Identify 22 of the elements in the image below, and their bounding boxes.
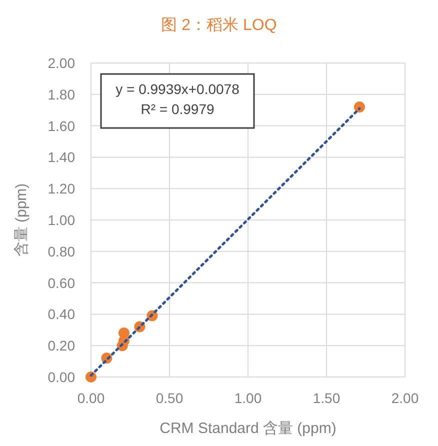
x-tick-label: 0.00 — [77, 390, 105, 406]
y-tick-label: 0.40 — [48, 306, 76, 322]
x-tick-label: 1.00 — [234, 390, 262, 406]
y-tick-label: 1.40 — [48, 149, 76, 166]
y-tick-label: 0.60 — [48, 274, 76, 291]
point — [354, 101, 365, 112]
y-tick-label: 1.60 — [48, 118, 76, 134]
annotation: R² = 0.9979 — [140, 101, 214, 117]
y-axis-title: 含量 (ppm) — [13, 183, 30, 257]
y-tick-label: 0.80 — [48, 243, 76, 260]
y-tick-label: 1.00 — [48, 212, 76, 228]
y-tick-label: 1.80 — [48, 86, 76, 102]
y-tick-label: 1.20 — [48, 180, 76, 197]
x-axis-title: CRM Standard 含量 (ppm) — [160, 420, 336, 437]
x-tick-label: 1.50 — [312, 390, 340, 406]
y-tick-label: 2.00 — [48, 55, 76, 71]
chart-title: 图 2：稻米 LOQ — [161, 16, 277, 34]
y-tick-label: 0.20 — [48, 338, 76, 354]
x-tick-label: 0.50 — [156, 390, 184, 406]
y-tick-label: 0.00 — [48, 369, 76, 385]
annotation: y = 0.9939x+0.0078 — [116, 81, 240, 97]
x-tick-label: 2.00 — [391, 390, 419, 406]
